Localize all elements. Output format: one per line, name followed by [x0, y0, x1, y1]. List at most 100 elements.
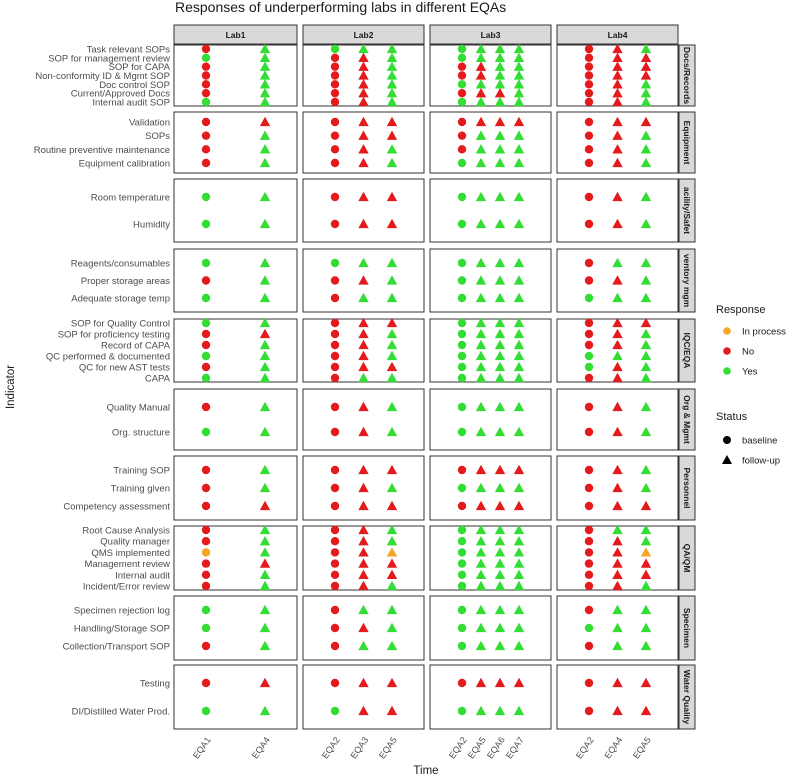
data-point: [201, 373, 211, 383]
legend-response-label: In process: [742, 327, 786, 338]
data-point: [386, 372, 398, 383]
data-point: [475, 622, 487, 633]
data-point: [457, 641, 467, 651]
indicator-label: Proper storage areas: [81, 276, 170, 287]
data-point: [475, 257, 487, 268]
data-point: [612, 426, 623, 437]
data-point: [475, 116, 487, 127]
data-point: [494, 157, 506, 168]
data-point: [259, 361, 271, 372]
data-point: [386, 157, 398, 168]
facet-panel: [429, 664, 552, 730]
data-point: [330, 117, 340, 127]
data-point: [475, 52, 487, 62]
data-point: [640, 558, 652, 568]
data-point: [612, 317, 623, 328]
data-point: [494, 218, 506, 229]
data-point: [457, 501, 467, 511]
data-point: [494, 677, 506, 688]
data-point: [612, 524, 623, 535]
data-point: [457, 88, 467, 98]
indicator-label: Org. structure: [112, 428, 170, 439]
data-point: [457, 293, 467, 303]
data-point: [457, 131, 467, 140]
data-point: [475, 401, 487, 412]
indicator-label: Internal audit: [115, 570, 170, 581]
data-point: [475, 464, 487, 475]
legend-status-label: baseline: [742, 436, 777, 447]
data-point: [201, 362, 211, 372]
data-point: [640, 401, 652, 412]
data-point: [457, 329, 467, 339]
facet-panel: [429, 178, 552, 243]
data-point: [201, 465, 211, 475]
indicator-label: Routine preventive maintenance: [34, 145, 170, 156]
facet-panel: [429, 525, 552, 591]
data-point: [494, 52, 506, 62]
data-point: [457, 678, 467, 688]
indicator-label: Quality manager: [100, 537, 170, 548]
data-point: [584, 581, 594, 591]
facet-panel: [173, 111, 298, 174]
data-point: [584, 570, 594, 579]
data-point: [358, 130, 369, 140]
data-point: [386, 500, 398, 511]
data-point: [457, 44, 467, 54]
facet-panel: [429, 388, 552, 451]
data-point: [457, 318, 467, 328]
data-point: [584, 62, 594, 71]
data-point: [584, 71, 594, 80]
category-strip-label: IQC/EQA: [682, 333, 692, 369]
lab-strip-label: Lab2: [354, 30, 374, 40]
data-point: [259, 317, 271, 328]
indicator-label: Adequate storage temp: [71, 294, 170, 305]
data-point: [330, 351, 340, 361]
data-point: [612, 275, 623, 285]
indicator-label: Incident/Error review: [83, 582, 170, 593]
data-point: [494, 604, 506, 615]
data-point: [457, 351, 467, 361]
indicator-label: Quality Manual: [107, 403, 170, 414]
data-point: [201, 258, 211, 268]
indicator-label: Management review: [84, 559, 170, 570]
data-point: [358, 558, 369, 568]
data-point: [584, 192, 594, 202]
legend-status-key: [722, 455, 732, 464]
indicator-label: Handling/Storage SOP: [74, 624, 170, 635]
data-point: [201, 192, 211, 202]
y-axis-title: Indicator: [5, 365, 17, 409]
x-tick-label: EQA4: [250, 735, 272, 760]
category-strip-label: Equipment: [682, 121, 692, 165]
data-point: [640, 257, 652, 268]
indicator-label: Equipment calibration: [79, 159, 170, 170]
data-point: [201, 570, 211, 579]
data-point: [201, 427, 211, 437]
data-point: [201, 145, 211, 154]
data-point: [457, 192, 467, 202]
data-point: [457, 276, 467, 285]
category-strip: [678, 455, 696, 521]
data-point: [640, 218, 652, 229]
data-point: [494, 70, 506, 80]
data-point: [330, 483, 340, 493]
data-point: [584, 465, 594, 475]
data-point: [358, 580, 369, 591]
data-point: [513, 52, 525, 62]
data-point: [330, 427, 340, 437]
data-point: [386, 79, 398, 89]
data-point: [330, 158, 340, 168]
data-point: [358, 116, 369, 127]
data-point: [259, 350, 271, 361]
data-point: [612, 350, 623, 361]
data-point: [457, 80, 467, 89]
data-point: [640, 61, 652, 71]
data-point: [612, 52, 623, 62]
data-point: [494, 79, 506, 89]
data-point: [494, 275, 506, 285]
data-point: [513, 157, 525, 168]
category-strip: [678, 525, 696, 591]
data-point: [330, 559, 340, 568]
data-point: [513, 61, 525, 71]
data-point: [330, 623, 340, 633]
data-point: [358, 547, 369, 557]
